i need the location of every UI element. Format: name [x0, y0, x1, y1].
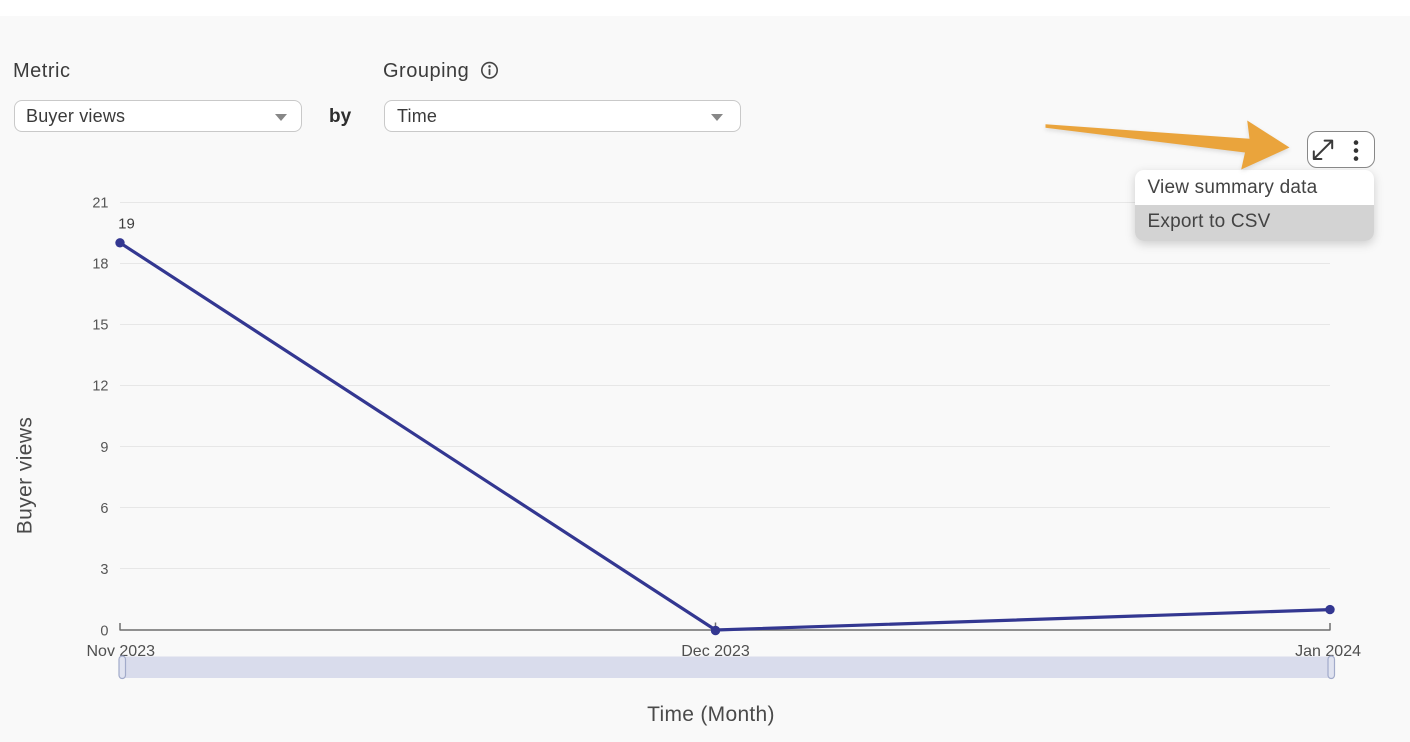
svg-text:Nov 2023: Nov 2023 — [87, 643, 156, 660]
svg-text:6: 6 — [100, 501, 108, 517]
svg-text:3: 3 — [100, 562, 108, 578]
svg-text:Buyer views: Buyer views — [14, 417, 37, 535]
svg-text:9: 9 — [100, 440, 108, 456]
svg-text:18: 18 — [92, 256, 108, 272]
svg-text:Jan 2024: Jan 2024 — [1295, 643, 1361, 660]
svg-text:Dec 2023: Dec 2023 — [681, 643, 750, 660]
svg-text:19: 19 — [118, 215, 135, 232]
svg-text:15: 15 — [92, 318, 108, 334]
svg-text:12: 12 — [92, 379, 108, 395]
svg-text:0: 0 — [100, 623, 108, 639]
svg-text:21: 21 — [92, 195, 108, 211]
svg-text:Time (Month): Time (Month) — [647, 703, 775, 726]
